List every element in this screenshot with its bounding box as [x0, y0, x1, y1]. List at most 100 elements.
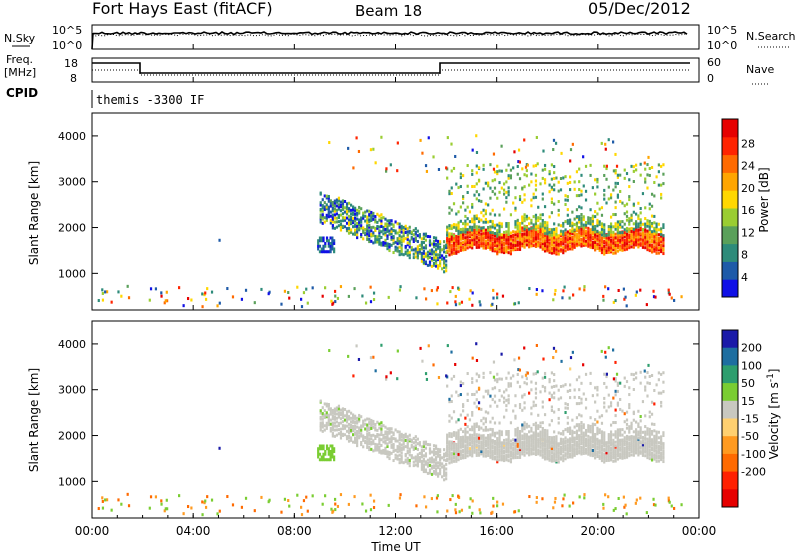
- velocity-cell: [455, 452, 458, 456]
- velocity-cell: [466, 441, 469, 445]
- power-cell: [632, 222, 635, 226]
- velocity-cell: [543, 457, 547, 461]
- velocity-cell: [646, 437, 649, 441]
- power-cell: [564, 231, 567, 235]
- power-cell: [578, 226, 581, 230]
- power-cell: [408, 225, 411, 229]
- power-cell: [459, 237, 462, 241]
- power-cell: [607, 225, 610, 229]
- velocity-cell: [452, 431, 456, 435]
- velocity-cell: [600, 459, 604, 463]
- velocity-cell: [329, 409, 332, 413]
- velocity-cell: [382, 436, 385, 440]
- power-cell: [386, 229, 389, 233]
- velocity-cell: [507, 382, 510, 386]
- velocity-cell: [489, 404, 492, 408]
- velocity-cell: [471, 433, 474, 437]
- velocity-data-layer: [97, 342, 683, 517]
- power-cell: [543, 205, 547, 209]
- power-cell: [462, 242, 465, 246]
- velocity-cell: [443, 458, 446, 462]
- velocity-cell: [509, 384, 513, 388]
- power-cell: [612, 169, 616, 173]
- power-cell: [616, 241, 620, 245]
- velocity-cell: [459, 380, 462, 384]
- velocity-cell: [372, 433, 375, 437]
- velocity-cell: [484, 389, 487, 393]
- velocity-cell: [639, 431, 642, 435]
- power-cell: [614, 227, 617, 231]
- power-cell: [378, 239, 381, 243]
- power-cell: [528, 239, 531, 243]
- velocity-cell: [459, 427, 462, 431]
- velocity-cell: [154, 495, 158, 499]
- power-cell: [343, 206, 347, 210]
- power-cell: [557, 234, 560, 238]
- power-cell: [644, 238, 647, 242]
- power-cell: [464, 236, 467, 240]
- velocity-cell: [587, 443, 590, 447]
- power-cell: [612, 236, 615, 240]
- power-cell: [591, 225, 594, 229]
- power-cell: [491, 238, 494, 242]
- velocity-cell: [505, 453, 508, 457]
- power-cell: [324, 241, 327, 245]
- velocity-cell: [555, 435, 558, 439]
- power-cell: [366, 218, 369, 222]
- velocity-cell: [339, 421, 343, 425]
- power-cell: [616, 175, 620, 179]
- power-cell: [655, 238, 658, 242]
- power-cell: [573, 223, 576, 227]
- velocity-cell: [448, 457, 451, 461]
- velocity-cell: [384, 430, 387, 434]
- velocity-cell: [335, 406, 339, 410]
- power-cell: [351, 219, 355, 223]
- velocity-cell: [605, 446, 608, 450]
- velocity-cell: [534, 443, 538, 447]
- power-cell: [443, 261, 446, 265]
- velocity-cell: [530, 437, 533, 441]
- velocity-cell: [553, 430, 556, 434]
- power-cell: [468, 245, 472, 249]
- velocity-cell: [635, 371, 638, 375]
- power-cell: [580, 239, 583, 243]
- power-cell: [492, 288, 495, 292]
- power-cell: [491, 244, 494, 248]
- velocity-cell: [530, 439, 533, 443]
- power-cell: [374, 226, 377, 230]
- velocity-cell: [598, 442, 601, 446]
- velocity-cell: [404, 432, 407, 436]
- velocity-cell: [323, 428, 326, 432]
- velocity-colorbar-segment: [722, 418, 738, 437]
- velocity-cell: [390, 445, 393, 449]
- power-cell: [630, 229, 633, 233]
- velocity-cell: [603, 396, 606, 400]
- power-cell: [505, 238, 508, 242]
- velocity-cell: [450, 451, 453, 455]
- power-cell: [600, 236, 604, 240]
- power-cell: [537, 218, 540, 222]
- power-cell: [502, 230, 506, 234]
- power-cell: [575, 208, 579, 212]
- power-cell: [580, 227, 583, 231]
- power-cell: [646, 163, 649, 167]
- power-cell: [523, 219, 526, 223]
- power-cell: [600, 230, 604, 234]
- power-cell: [400, 240, 403, 244]
- power-cell: [609, 246, 613, 250]
- velocity-cell: [550, 438, 553, 442]
- velocity-cell: [559, 445, 563, 449]
- power-cell: [457, 229, 460, 233]
- velocity-cell: [450, 443, 453, 447]
- power-cell: [554, 141, 558, 145]
- velocity-cell: [532, 436, 535, 440]
- velocity-cell: [557, 447, 560, 451]
- power-cell: [443, 265, 446, 269]
- velocity-cell: [516, 448, 519, 452]
- velocity-cell: [496, 458, 499, 462]
- power-cell: [445, 263, 448, 267]
- power-cell: [341, 216, 345, 220]
- velocity-cell: [609, 401, 613, 405]
- velocity-cell: [616, 449, 620, 453]
- power-colorbar-segment: [722, 172, 738, 191]
